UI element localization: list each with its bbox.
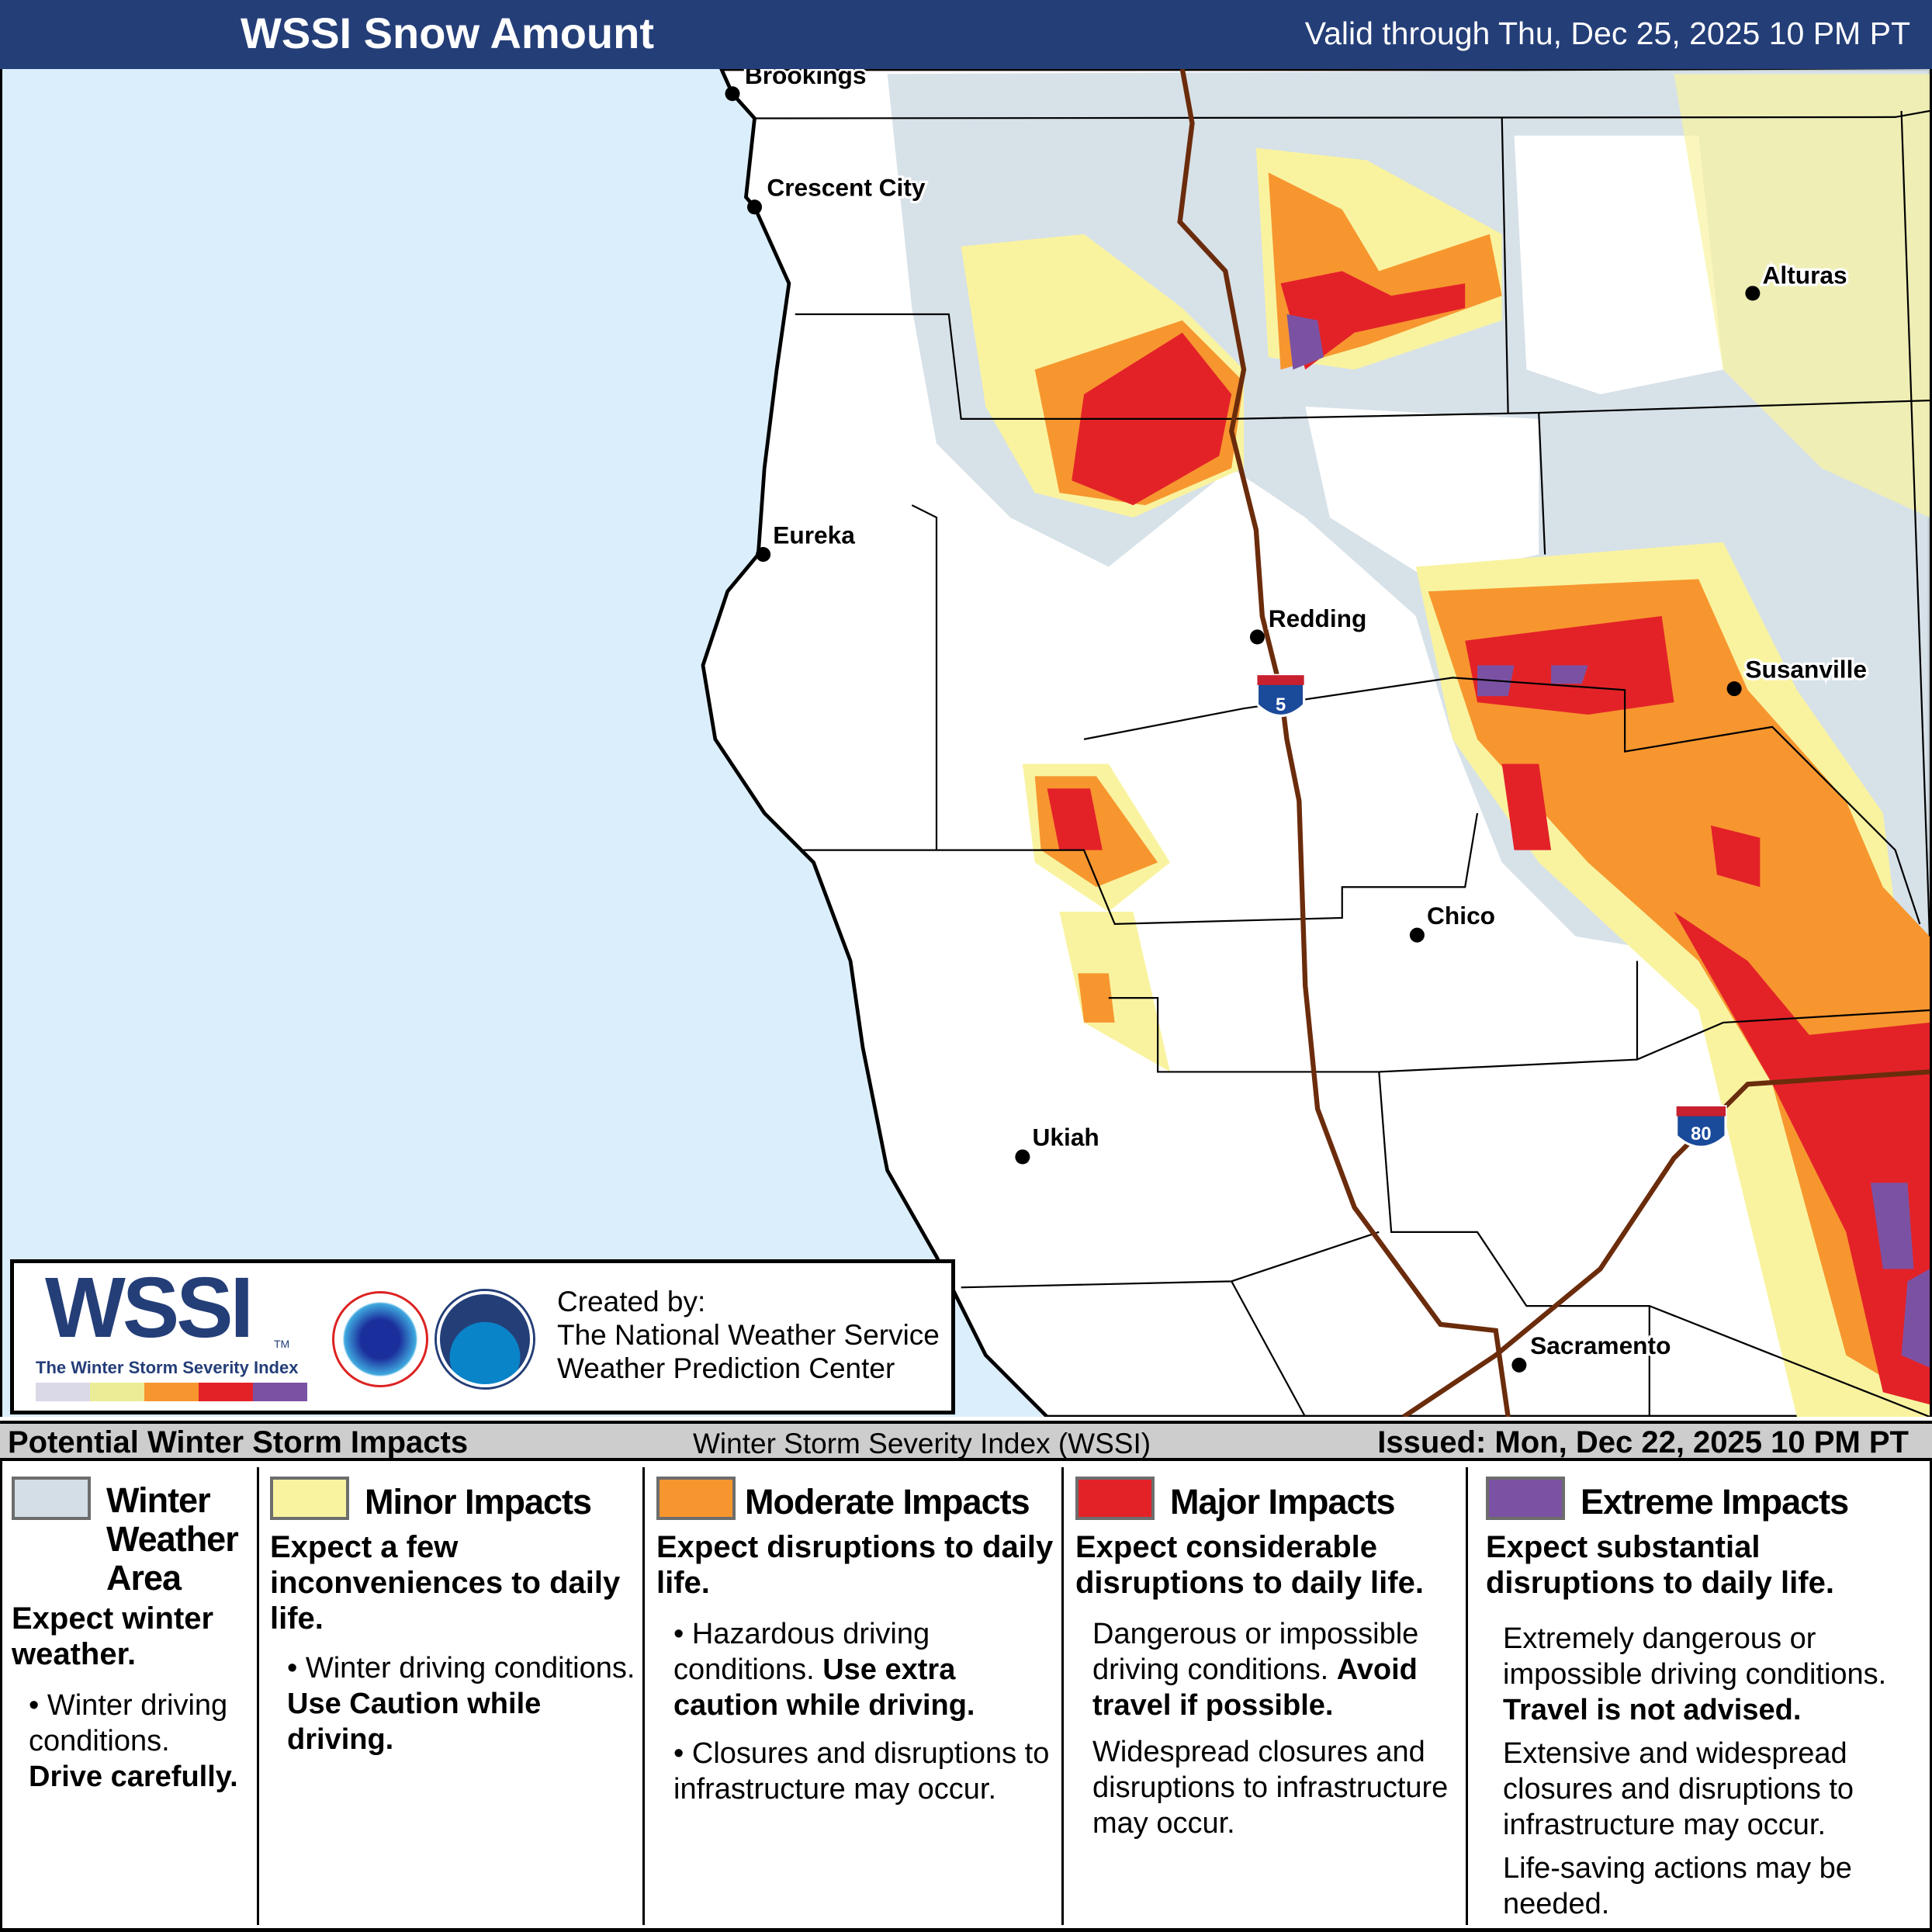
legend-title: Potential Winter Storm Impacts [8, 1425, 469, 1459]
logo-box: WSSI TM The Winter Storm Severity Index … [10, 1259, 955, 1414]
city-sacramento: Sacramento [1511, 1329, 1674, 1373]
credit-line: The National Weather Service [557, 1319, 940, 1351]
minor-swatch [270, 1477, 349, 1520]
credit-line: Created by: [557, 1286, 706, 1317]
impact-text: Closures and disruptions to infrastructu… [673, 1737, 1050, 1806]
impact-advice: Avoid travel if possible. [1092, 1653, 1418, 1722]
category-summary: Expect considerable disruptions to daily… [1075, 1530, 1424, 1600]
svg-text:Ukiah: Ukiah [1033, 1124, 1099, 1151]
category-summary: Expect winter weather. [12, 1601, 214, 1671]
credits: Created by: The National Weather Service… [557, 1285, 940, 1385]
extreme-impacts [1286, 313, 1930, 1368]
category-summary: Expect substantial disruptions to daily … [1486, 1530, 1834, 1600]
category-name: Winter Weather Area [106, 1480, 239, 1598]
trademark-mark: TM [274, 1338, 290, 1350]
impact-advice: Drive carefully. [29, 1761, 238, 1793]
city-susanville: Susanville [1726, 653, 1869, 697]
svg-text:Chico: Chico [1427, 902, 1495, 930]
impact-text: Extensive and widespread closures and di… [1503, 1737, 1854, 1841]
snow-impact-map: 5 80 Brookings Crescent City Eureka Redd… [0, 69, 1932, 1417]
winter-swatch [12, 1477, 91, 1520]
wssi-subtitle: The Winter Storm Severity Index [36, 1358, 299, 1377]
legend-header: Potential Winter Storm Impacts Winter St… [0, 1421, 1932, 1461]
noaa-logo-icon [437, 1291, 533, 1387]
nws-seal-icon [332, 1291, 428, 1387]
impact-advice: Travel is not advised. [1503, 1694, 1802, 1726]
credit-line: Weather Prediction Center [557, 1352, 895, 1384]
county-boundaries [754, 109, 1930, 1417]
land-gaps [1305, 135, 1723, 580]
valid-time: Valid through Thu, Dec 25, 2025 10 PM PT [1304, 16, 1910, 51]
category-name: Minor Impacts [365, 1482, 592, 1522]
impact-advice: Use Caution while driving. [287, 1688, 542, 1756]
impact-text: Winter driving conditions. [29, 1689, 228, 1757]
impact-text: Widespread closures and disruptions to i… [1092, 1736, 1449, 1840]
city-ukiah: Ukiah [1015, 1120, 1102, 1165]
city-redding: Redding [1249, 602, 1369, 645]
map-title: WSSI Snow Amount [241, 9, 654, 57]
legend-extreme: Extreme Impacts Expect substantial disru… [1486, 1461, 1928, 1927]
legend-major: Major Impacts Expect considerable disrup… [1075, 1461, 1463, 1927]
category-name: Extreme Impacts [1581, 1482, 1849, 1522]
extreme-swatch [1486, 1477, 1565, 1520]
city-chico: Chico [1409, 899, 1497, 943]
impact-text: Life-saving actions may be needed. [1503, 1852, 1852, 1920]
impact-text: Extremely dangerous or impossible drivin… [1503, 1622, 1887, 1691]
wssi-color-bar [36, 1383, 307, 1401]
impact-text: Dangerous or impossible driving conditio… [1092, 1618, 1419, 1686]
city-brookings: Brookings [725, 69, 869, 102]
shield-label: 80 [1691, 1124, 1711, 1144]
issued-time: Issued: Mon, Dec 22, 2025 10 PM PT [1377, 1425, 1909, 1459]
city-crescent-city: Crescent City [747, 171, 928, 215]
legend-winter-weather: Winter Weather Area Expect winter weathe… [12, 1461, 256, 1927]
city-labels: Brookings Crescent City Eureka Redding A… [725, 69, 1869, 1373]
major-swatch [1075, 1477, 1155, 1520]
header-bar: WSSI Snow Amount Valid through Thu, Dec … [0, 0, 1932, 69]
category-summary: Expect disruptions to daily life. [656, 1530, 1054, 1600]
interstate-5-shield: 5 [1255, 673, 1306, 717]
legend-moderate: Moderate Impacts Expect disruptions to d… [656, 1461, 1058, 1927]
city-eureka: Eureka [756, 518, 857, 563]
legend-body: Winter Weather Area Expect winter weathe… [0, 1461, 1932, 1932]
wssi-logo: WSSI [45, 1260, 254, 1356]
moderate-swatch [656, 1477, 736, 1520]
impact-advice: Use extra caution while driving. [673, 1653, 975, 1722]
svg-text:Brookings: Brookings [745, 69, 867, 89]
shield-label: 5 [1276, 694, 1286, 715]
category-name: Moderate Impacts [745, 1482, 1030, 1522]
category-name: Major Impacts [1170, 1482, 1396, 1522]
legend-minor: Minor Impacts Expect a few inconvenience… [270, 1461, 641, 1927]
impact-text: Hazardous driving conditions. [673, 1618, 930, 1686]
svg-text:Alturas: Alturas [1763, 261, 1847, 289]
interstate-80-shield: 80 [1675, 1105, 1727, 1148]
impact-text: Winter driving conditions. [305, 1652, 635, 1684]
svg-text:Sacramento: Sacramento [1530, 1331, 1671, 1359]
city-alturas: Alturas [1745, 258, 1850, 301]
svg-text:Eureka: Eureka [773, 521, 855, 549]
legend-subtitle: Winter Storm Severity Index (WSSI) [693, 1428, 1151, 1459]
category-summary: Expect a few inconveniences to daily lif… [270, 1530, 621, 1636]
svg-text:Crescent City: Crescent City [767, 174, 926, 202]
svg-text:Susanville: Susanville [1745, 655, 1867, 683]
svg-text:Redding: Redding [1269, 604, 1367, 632]
